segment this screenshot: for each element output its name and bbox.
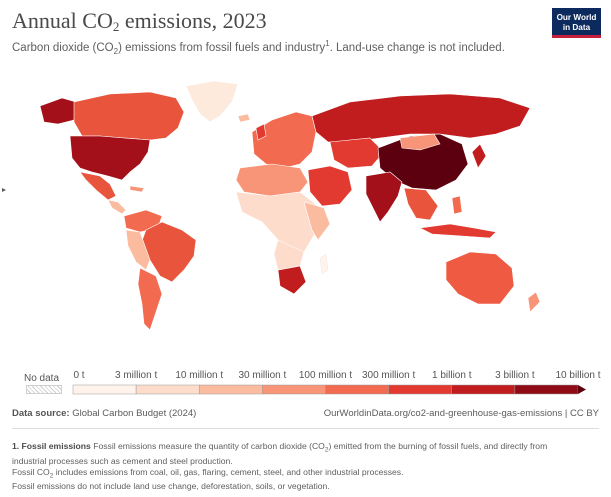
region-uk[interactable]: [255, 123, 267, 141]
region-central-america[interactable]: [107, 199, 127, 215]
region-peru-bolivia[interactable]: [125, 229, 151, 271]
region-mongolia[interactable]: [399, 133, 441, 151]
legend-tick-label: 3 million t: [115, 370, 158, 381]
footnote-line-1: 1. Fossil emissions Fossil emissions mea…: [12, 441, 548, 454]
region-iceland[interactable]: [237, 113, 251, 123]
legend-tick-label: 3 billion t: [495, 370, 535, 381]
region-north-africa[interactable]: [235, 163, 309, 197]
footnote-line-4: Fossil emissions do not include land use…: [12, 481, 330, 492]
owid-logo[interactable]: Our World in Data: [552, 8, 601, 38]
footnote-line-2: industrial processes such as cement and …: [12, 455, 233, 466]
region-india[interactable]: [365, 171, 403, 223]
region-southeast-asia[interactable]: [403, 187, 439, 221]
region-madagascar[interactable]: [319, 253, 329, 275]
legend-bin-3[interactable]: [262, 384, 326, 395]
no-data-label: No data: [24, 373, 60, 384]
chart-title: Annual CO2 emissions, 2023: [12, 8, 267, 34]
logo-line-1: Our World: [556, 13, 597, 22]
region-greenland[interactable]: [185, 80, 239, 123]
map-legend: No data 0 t 3 million t 10 million t 30 mil…: [0, 370, 611, 400]
legend-bin-5[interactable]: [388, 384, 452, 395]
source-url-link[interactable]: OurWorldinData.org/co2-and-greenhouse-ga…: [323, 408, 599, 419]
region-new-zealand[interactable]: [527, 291, 541, 313]
world-map[interactable]: [0, 72, 611, 367]
region-australia[interactable]: [445, 251, 515, 305]
chart-subtitle: Carbon dioxide (CO2) emissions from foss…: [12, 39, 505, 57]
region-europe[interactable]: [251, 111, 317, 169]
legend-tick-label: 1 billion t: [432, 370, 472, 381]
legend-bin-7[interactable]: [514, 384, 579, 395]
legend-bin-4[interactable]: [325, 384, 389, 395]
legend-bin-0[interactable]: [72, 384, 137, 395]
region-middle-east[interactable]: [307, 165, 353, 207]
legend-bin-6[interactable]: [451, 384, 516, 395]
legend-bin-2[interactable]: [199, 384, 263, 395]
region-east-africa[interactable]: [303, 201, 331, 241]
region-alaska[interactable]: [39, 97, 77, 125]
legend-tick-label: 100 million t: [298, 370, 353, 381]
region-russia[interactable]: [311, 93, 531, 143]
region-south-africa[interactable]: [277, 265, 307, 295]
legend-tick-label: 300 million t: [361, 370, 416, 381]
region-southern-central-africa[interactable]: [273, 239, 305, 271]
legend-bin-1[interactable]: [135, 384, 200, 395]
footnote: 1. Fossil emissions Fossil emissions mea…: [12, 441, 602, 492]
logo-line-2: in Data: [562, 23, 591, 32]
region-mexico[interactable]: [79, 171, 117, 201]
footnote-line-3: Fossil CO2 includes emissions from coal,…: [12, 466, 404, 480]
legend-scale: [72, 384, 586, 395]
region-indonesia[interactable]: [418, 223, 497, 239]
data-source: Data source: Global Carbon Budget (2024): [12, 408, 197, 419]
no-data-swatch: [26, 385, 62, 394]
region-caribbean[interactable]: [129, 185, 145, 193]
region-central-asia[interactable]: [329, 137, 385, 169]
legend-arrow: [578, 385, 586, 394]
region-marker-left: [2, 188, 6, 192]
region-philippines[interactable]: [451, 195, 463, 215]
legend-tick-label: 10 million t: [175, 370, 224, 381]
region-japan[interactable]: [471, 143, 487, 169]
legend-tick-label: 30 million t: [238, 370, 287, 381]
region-usa[interactable]: [69, 135, 151, 181]
region-canada[interactable]: [73, 91, 185, 141]
legend-tick-label: 0 t: [73, 370, 85, 381]
legend-tick-label: 10 billion t: [555, 370, 601, 381]
region-argentina-chile[interactable]: [137, 267, 163, 331]
footer-divider: [12, 428, 599, 429]
